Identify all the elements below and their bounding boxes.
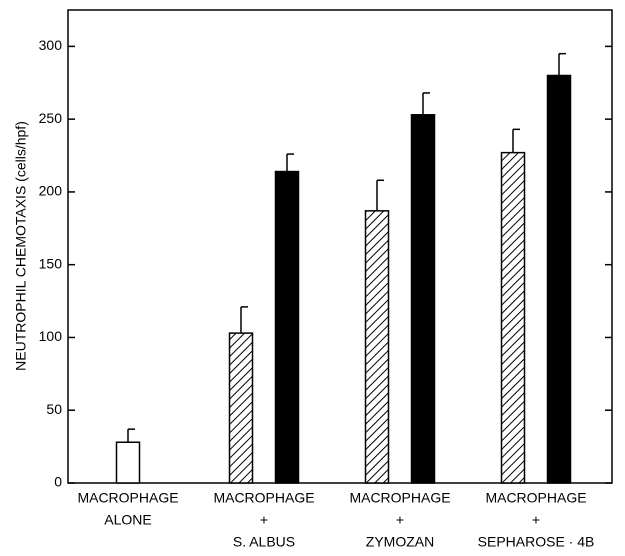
y-tick-label: 200 xyxy=(39,183,63,199)
plot-frame xyxy=(67,9,613,484)
bar xyxy=(410,114,436,484)
x-tick-label: MACROPHAGE xyxy=(213,490,314,506)
x-tick-label: ZYMOZAN xyxy=(366,534,434,550)
y-tick-label: 0 xyxy=(54,474,62,490)
bar xyxy=(500,151,526,484)
x-tick-label: + xyxy=(260,512,268,528)
bar xyxy=(228,332,254,484)
bar xyxy=(274,170,300,484)
x-tick-label: S. ALBUS xyxy=(233,534,295,550)
bar xyxy=(115,441,141,484)
y-tick-label: 50 xyxy=(46,401,62,417)
x-tick-label: + xyxy=(396,512,404,528)
x-tick-label: + xyxy=(532,512,540,528)
x-tick-label: MACROPHAGE xyxy=(77,490,178,506)
y-axis-label: NEUTROPHIL CHEMOTAXIS (cells/hpf) xyxy=(13,121,29,371)
y-tick-label: 150 xyxy=(39,255,63,271)
x-tick-label: MACROPHAGE xyxy=(485,490,586,506)
y-tick-label: 250 xyxy=(39,110,63,126)
x-tick-label: SEPHAROSE · 4B xyxy=(478,534,595,550)
y-tick-label: 300 xyxy=(39,37,63,53)
x-tick-label: MACROPHAGE xyxy=(349,490,450,506)
bar xyxy=(364,210,390,484)
y-tick-label: 100 xyxy=(39,328,63,344)
x-tick-label: ALONE xyxy=(104,512,151,528)
bar xyxy=(546,74,572,484)
